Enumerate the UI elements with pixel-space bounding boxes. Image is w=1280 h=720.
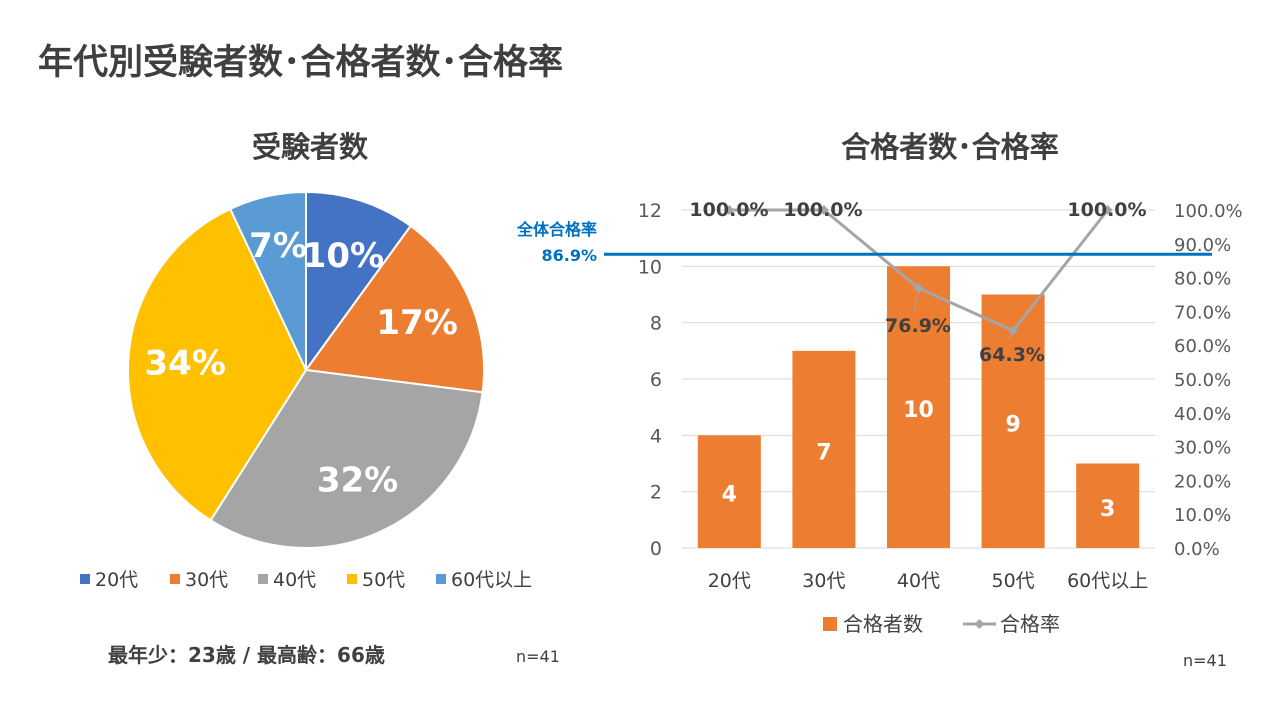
bar-y2-tick-label: 70.0% <box>1174 302 1231 323</box>
rate-value-label: 76.9% <box>885 315 951 337</box>
pie-slice <box>228 190 307 371</box>
bar <box>887 266 950 548</box>
bar-x-tick-label: 20代 <box>708 570 751 592</box>
pie-chart-title: 受験者数 <box>251 130 368 164</box>
line-legend-label: 合格率 <box>1000 612 1060 636</box>
bar-y-tick-label: 10 <box>638 256 662 278</box>
bar-y2-tick-label: 80.0% <box>1174 269 1231 290</box>
page-title: 年代別受験者数･合格者数･合格率 <box>38 43 564 83</box>
rate-value-label: 100.0% <box>689 199 768 221</box>
bar-legend-label: 合格者数 <box>843 612 923 636</box>
bar <box>792 350 856 548</box>
pie-slice <box>127 207 308 522</box>
bar-y-tick-label: 2 <box>650 482 662 504</box>
pie-slice <box>305 190 413 374</box>
pie-legend-swatch <box>436 574 446 584</box>
rate-value-label: 64.3% <box>979 344 1045 366</box>
bar-y-tick-label: 0 <box>650 538 662 560</box>
overall-rate-label: 全体合格率 <box>516 220 597 239</box>
bar <box>981 294 1045 548</box>
rate-value-label: 100.0% <box>783 199 862 221</box>
pie-slice-label: 34% <box>145 343 226 383</box>
bar-y2-tick-label: 60.0% <box>1174 336 1231 357</box>
pie-legend-label: 60代以上 <box>451 569 532 591</box>
pie-slice-label: 10% <box>303 236 384 276</box>
bar-y2-tick-label: 0.0% <box>1174 539 1220 560</box>
rate-marker <box>1008 325 1019 336</box>
bar-y2-tick-label: 50.0% <box>1174 370 1231 391</box>
line-legend-marker <box>974 619 985 629</box>
bar-x-tick-label: 50代 <box>992 570 1035 592</box>
pie-slice <box>304 224 485 394</box>
rate-marker <box>913 283 924 294</box>
pie-legend-label: 50代 <box>362 569 405 591</box>
pie-legend-swatch <box>170 574 180 584</box>
bar-y2-tick-label: 20.0% <box>1174 471 1231 492</box>
bar-value-label: 7 <box>816 440 831 465</box>
bar-y2-tick-label: 30.0% <box>1174 438 1231 459</box>
bar-value-label: 3 <box>1100 497 1115 522</box>
bar-y-tick-label: 6 <box>650 369 662 391</box>
bar <box>697 435 761 548</box>
bar-y-tick-label: 12 <box>638 200 662 222</box>
pie-legend-swatch <box>347 574 357 584</box>
bar-value-label: 4 <box>722 483 737 508</box>
overall-rate-value: 86.9% <box>541 246 597 265</box>
pie-legend-swatch <box>258 574 268 584</box>
pie-slice-label: 32% <box>317 461 398 501</box>
rate-label-leader <box>913 291 919 311</box>
bar-y2-tick-label: 90.0% <box>1174 235 1231 256</box>
rate-marker <box>724 205 735 215</box>
bar-legend-swatch <box>823 617 837 631</box>
rate-label-leader <box>1007 334 1014 340</box>
bar-value-label: 9 <box>1005 412 1020 437</box>
bar-y2-tick-label: 10.0% <box>1174 505 1231 526</box>
rate-marker <box>818 205 829 215</box>
bar-value-label: 10 <box>903 398 934 423</box>
age-range-note: 最年少：23歳 / 最高齢：66歳 <box>108 643 385 667</box>
bar-chart-title: 合格者数･合格率 <box>841 130 1059 164</box>
bar-x-tick-label: 40代 <box>897 570 940 592</box>
bar-y2-tick-label: 40.0% <box>1174 404 1231 425</box>
pie-legend-label: 40代 <box>273 569 316 591</box>
bar-x-tick-label: 30代 <box>802 570 845 592</box>
bar-y-tick-label: 4 <box>650 425 662 447</box>
bar-x-tick-label: 60代以上 <box>1067 570 1148 592</box>
pie-sample-size: n=41 <box>516 647 560 666</box>
rate-value-label: 100.0% <box>1067 199 1146 221</box>
pie-slice-label: 7% <box>249 226 307 266</box>
pie-legend-label: 20代 <box>95 569 138 591</box>
pie-slice-label: 17% <box>376 303 457 343</box>
bar <box>1076 463 1140 548</box>
pie-legend-label: 30代 <box>185 569 228 591</box>
pie-legend-swatch <box>80 574 90 584</box>
bar-y-tick-label: 8 <box>650 313 662 335</box>
bar-y2-tick-label: 100.0% <box>1174 201 1243 222</box>
rate-marker <box>1102 205 1113 215</box>
bar-sample-size: n=41 <box>1183 651 1227 670</box>
